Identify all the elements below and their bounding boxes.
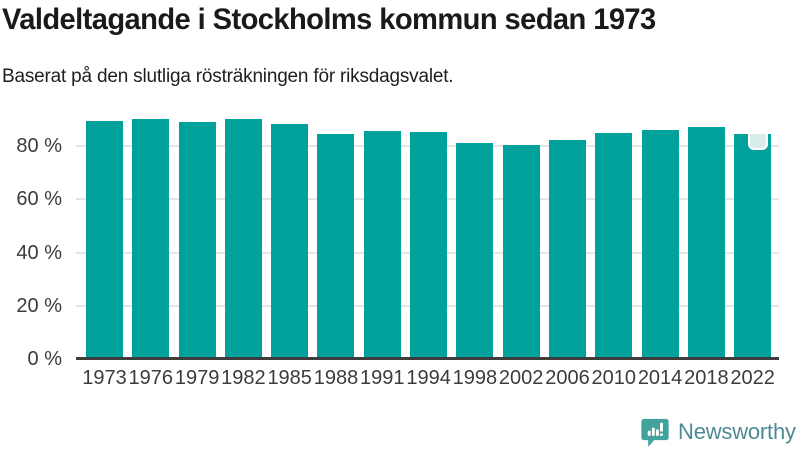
y-tick-label-20: 20 %	[16, 294, 62, 317]
bar-1991	[363, 131, 401, 359]
x-tick-label-1985: 1985	[267, 367, 312, 389]
brand-name: Newsworthy	[678, 419, 796, 444]
bar-series	[76, 93, 779, 359]
x-tick-cell-1988: 1988	[314, 367, 359, 390]
x-tick-label-2010: 2010	[591, 367, 637, 389]
bar-1973	[86, 121, 123, 359]
bar-2006	[548, 139, 586, 359]
x-tick-label-1982: 1982	[221, 367, 266, 389]
chart-title: Valdeltagande i Stockholms kommun sedan …	[2, 3, 656, 36]
x-tick-cell-1998: 1998	[453, 367, 498, 390]
x-tick-label-2022: 2022	[730, 367, 775, 389]
bar-2010	[595, 133, 633, 359]
x-tick-label-2002: 2002	[498, 367, 544, 389]
bar-1976	[132, 118, 170, 359]
x-tick-label-2014: 2014	[637, 367, 683, 389]
x-tick-label-2006: 2006	[545, 367, 590, 389]
newsworthy-logo-icon	[641, 418, 669, 447]
bar-1988	[317, 133, 355, 359]
y-tick-label-40: 40 %	[16, 241, 62, 264]
bar-2018	[687, 127, 725, 359]
x-tick-cell-1973: 1973	[82, 367, 127, 390]
x-tick-cell-1991: 1991	[360, 367, 405, 390]
x-tick-label-1994: 1994	[406, 367, 451, 389]
x-tick-label-1979: 1979	[174, 367, 220, 389]
bar-2014	[641, 129, 679, 359]
y-tick-label-80: 80 %	[16, 135, 62, 158]
bar-1979	[178, 122, 216, 359]
x-tick-label-1988: 1988	[313, 367, 359, 389]
x-axis-labels: 1973 1976 1979 1982 1985 1988 1991 1994 1998 2002…	[76, 367, 779, 390]
x-axis-line	[76, 357, 779, 360]
y-axis-labels: 0 % 20 % 40 % 60 % 80 %	[0, 93, 62, 369]
x-tick-cell-1976: 1976	[129, 367, 174, 390]
bar-2002	[502, 144, 540, 359]
bar-1994	[410, 132, 448, 359]
x-tick-cell-2022: 2022	[730, 367, 775, 390]
x-tick-cell-2014: 2014	[638, 367, 683, 390]
x-tick-cell-2006: 2006	[545, 367, 590, 390]
bar-1998	[456, 143, 494, 359]
y-tick-label-0: 0 %	[27, 348, 62, 370]
x-tick-label-2018: 2018	[684, 367, 729, 389]
x-tick-cell-1982: 1982	[221, 367, 266, 390]
x-tick-label-1991: 1991	[360, 367, 405, 389]
bar-1985	[271, 123, 309, 359]
highlight-notch-2022	[748, 133, 769, 150]
x-tick-label-1973: 1973	[82, 367, 127, 389]
y-tick-label-60: 60 %	[16, 188, 62, 211]
x-tick-cell-2018: 2018	[684, 367, 729, 390]
bar-1982	[224, 118, 262, 359]
x-tick-cell-2010: 2010	[592, 367, 637, 390]
x-tick-cell-1994: 1994	[406, 367, 451, 390]
bar-2022	[734, 133, 772, 359]
x-tick-label-1976: 1976	[128, 367, 174, 389]
x-tick-cell-2002: 2002	[499, 367, 544, 390]
brand-footer: Newsworthy	[641, 418, 796, 447]
plot-area	[76, 93, 779, 360]
x-tick-cell-1979: 1979	[175, 367, 220, 390]
x-tick-label-1998: 1998	[452, 367, 498, 389]
chart-subtitle: Baserat på den slutliga rösträkningen fö…	[2, 66, 454, 87]
x-tick-cell-1985: 1985	[267, 367, 312, 390]
